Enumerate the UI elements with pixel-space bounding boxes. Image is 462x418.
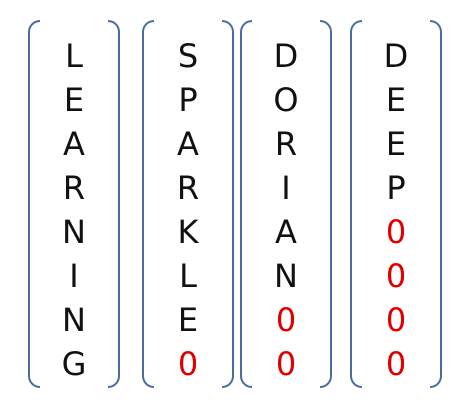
letter: E bbox=[385, 81, 407, 119]
letter: L bbox=[179, 257, 197, 295]
letter-stack: D O R I A N 0 0 bbox=[240, 34, 332, 386]
letter: R bbox=[62, 169, 86, 207]
padding-zero: 0 bbox=[385, 257, 407, 295]
letter: I bbox=[281, 169, 291, 207]
letter: S bbox=[177, 37, 199, 75]
letter: G bbox=[61, 345, 87, 383]
letter: P bbox=[178, 81, 198, 119]
letter: N bbox=[62, 301, 86, 339]
letter: L bbox=[65, 37, 83, 75]
letter: N bbox=[274, 257, 298, 295]
padding-zero: 0 bbox=[275, 301, 297, 339]
letter: R bbox=[274, 125, 298, 163]
padding-zero: 0 bbox=[275, 345, 297, 383]
word-column-learning: L E A R N I N G bbox=[28, 20, 120, 388]
word-column-sparkle: S P A R K L E 0 bbox=[142, 20, 234, 388]
letter: D bbox=[273, 37, 299, 75]
letter: A bbox=[177, 125, 199, 163]
letter: R bbox=[176, 169, 200, 207]
letter: E bbox=[177, 301, 199, 339]
letter: A bbox=[275, 213, 297, 251]
letter-stack: D E E P 0 0 0 0 bbox=[350, 34, 442, 386]
letter: E bbox=[385, 125, 407, 163]
padding-zero: 0 bbox=[177, 345, 199, 383]
letter-stack: L E A R N I N G bbox=[28, 34, 120, 386]
letter: N bbox=[62, 213, 86, 251]
letter: O bbox=[273, 81, 299, 119]
word-column-deep: D E E P 0 0 0 0 bbox=[350, 20, 442, 388]
padding-zero: 0 bbox=[385, 345, 407, 383]
letter-stack: S P A R K L E 0 bbox=[142, 34, 234, 386]
padding-zero: 0 bbox=[385, 301, 407, 339]
letter: D bbox=[383, 37, 409, 75]
letter: A bbox=[63, 125, 85, 163]
letter: E bbox=[63, 81, 85, 119]
word-column-dorian: D O R I A N 0 0 bbox=[240, 20, 332, 388]
padding-zero: 0 bbox=[385, 213, 407, 251]
letter: I bbox=[69, 257, 79, 295]
letter: P bbox=[386, 169, 406, 207]
letter: K bbox=[177, 213, 199, 251]
